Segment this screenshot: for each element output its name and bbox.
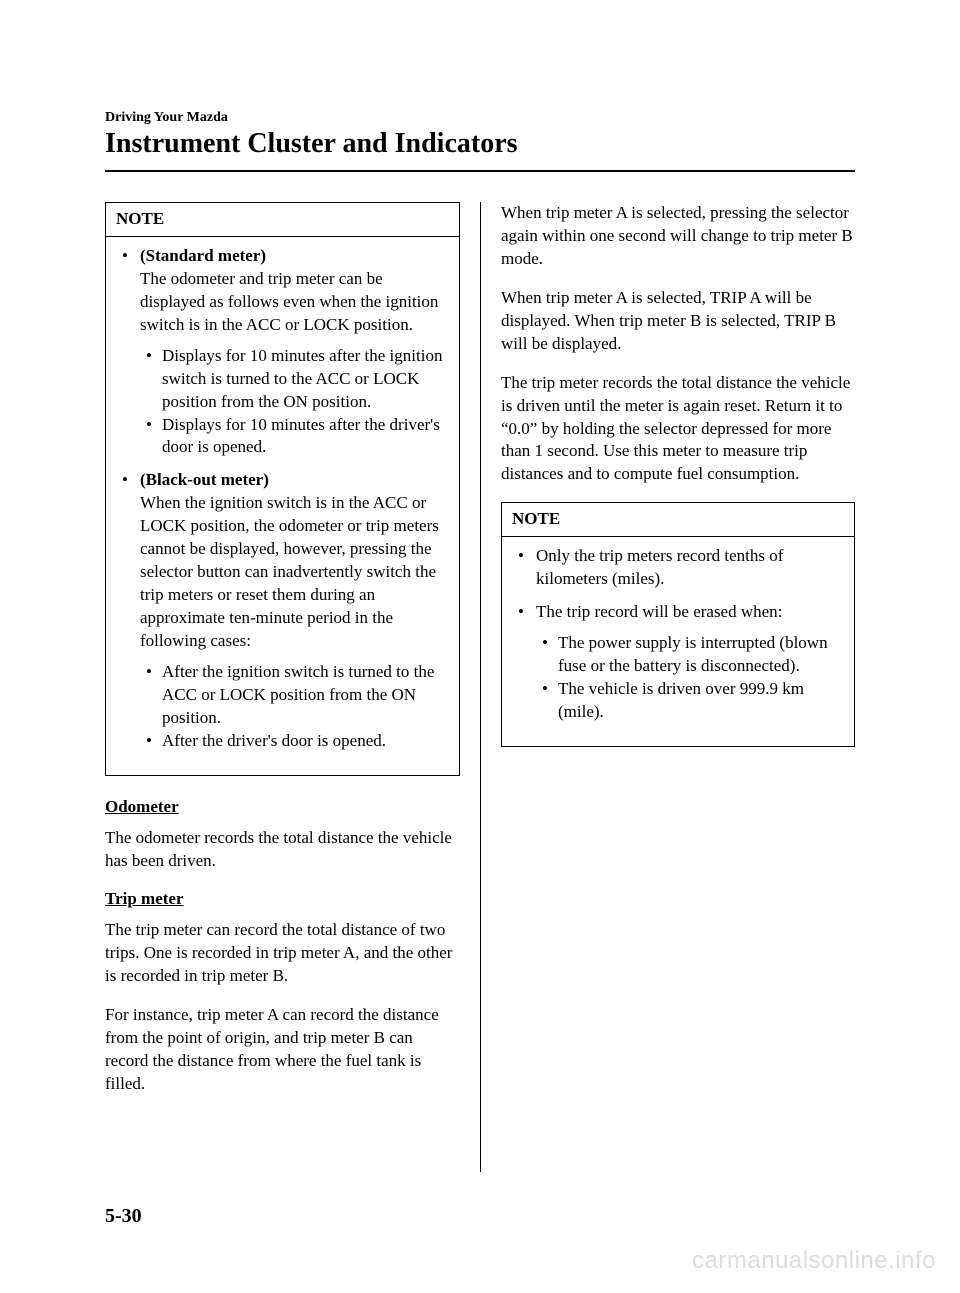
note-2-label: NOTE [502,503,854,537]
trip-heading: Trip meter [105,888,460,911]
trip-p1: The trip meter can record the total dist… [105,919,460,988]
odometer-body: The odometer records the total distance … [105,827,460,873]
note-2-sub-1: The power supply is interrupted (blown f… [536,632,842,678]
left-column: NOTE (Standard meter) The odometer and t… [105,202,480,1172]
note-1-label: NOTE [106,203,459,237]
note-1-item-2-body: When the ignition switch is in the ACC o… [140,493,439,650]
note-2-bullet-2-text: The trip record will be erased when: [536,602,782,621]
page-title: Instrument Cluster and Indicators [105,128,855,160]
note-1-body: (Standard meter) The odometer and trip m… [106,237,459,775]
note-1-item-1-title: (Standard meter) [140,246,266,265]
note-1-item-2: (Black-out meter) When the ignition swit… [118,469,447,752]
note-1-item-2-title: (Black-out meter) [140,470,269,489]
note-2-bullet-2: The trip record will be erased when: The… [514,601,842,724]
section-label: Driving Your Mazda [105,110,855,126]
note-1-item-2-sub-1: After the ignition switch is turned to t… [140,661,447,730]
note-1-item-1-sub-2: Displays for 10 minutes after the driver… [140,414,447,460]
note-box-1: NOTE (Standard meter) The odometer and t… [105,202,460,776]
right-p3: The trip meter records the total distanc… [501,372,855,487]
odometer-heading: Odometer [105,796,460,819]
note-1-item-1-sub-1: Displays for 10 minutes after the igniti… [140,345,447,414]
header-block: Driving Your Mazda Instrument Cluster an… [105,110,855,172]
note-1-item-1-body: The odometer and trip meter can be displ… [140,269,438,334]
watermark: carmanualsonline.info [692,1247,936,1275]
note-2-bullet-1: Only the trip meters record tenths of ki… [514,545,842,591]
note-2-sub-2: The vehicle is driven over 999.9 km (mil… [536,678,842,724]
note-box-2: NOTE Only the trip meters record tenths … [501,502,855,747]
note-2-body: Only the trip meters record tenths of ki… [502,537,854,746]
page-number: 5-30 [105,1205,142,1228]
trip-p2: For instance, trip meter A can record th… [105,1004,460,1096]
page-container: Driving Your Mazda Instrument Cluster an… [0,0,960,1293]
header-divider [105,170,855,172]
note-1-item-2-sub-2: After the driver's door is opened. [140,730,447,753]
note-1-item-1: (Standard meter) The odometer and trip m… [118,245,447,459]
right-column: When trip meter A is selected, pressing … [480,202,855,1172]
right-p1: When trip meter A is selected, pressing … [501,202,855,271]
content-columns: NOTE (Standard meter) The odometer and t… [105,202,855,1172]
right-p2: When trip meter A is selected, TRIP A wi… [501,287,855,356]
